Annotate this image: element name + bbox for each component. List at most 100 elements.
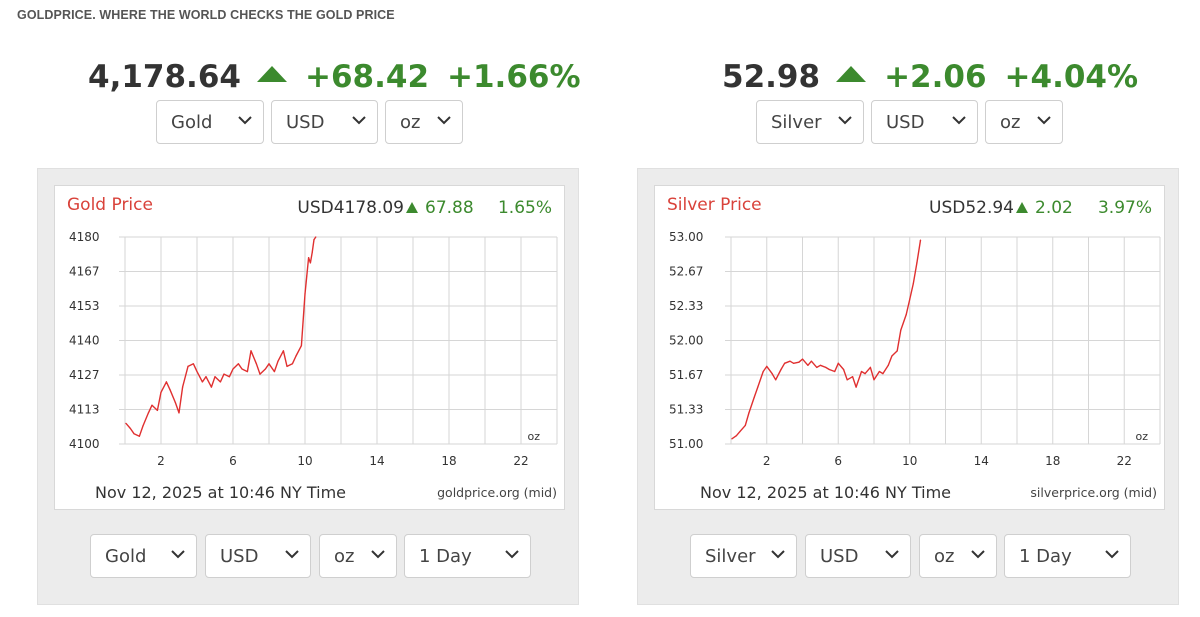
- data-point: [241, 368, 243, 370]
- data-point: [744, 424, 746, 426]
- data-point: [273, 370, 275, 373]
- x-tick-label: 14: [974, 454, 989, 468]
- data-point: [160, 391, 162, 393]
- data-point: [855, 386, 857, 388]
- y-tick-label: 4153: [69, 299, 100, 313]
- y-tick-label: 4140: [69, 334, 100, 348]
- chart-title: Gold Price: [67, 195, 153, 215]
- gold-spot-price: 4,178.64: [88, 59, 241, 95]
- data-point: [142, 425, 144, 427]
- data-point: [869, 366, 872, 369]
- data-point: [753, 396, 755, 399]
- price-line: [125, 236, 317, 437]
- data-point: [237, 363, 239, 365]
- x-tick-label: 22: [1117, 454, 1132, 468]
- gold-up-arrow-icon: [256, 66, 287, 82]
- chevron-down-icon: [771, 550, 785, 559]
- gold-chart-currency-select[interactable]: USD: [205, 534, 311, 578]
- y-tick-label: 4167: [69, 265, 100, 279]
- silver-chart-unit-select[interactable]: oz: [919, 534, 997, 578]
- unit-label: oz: [1135, 430, 1148, 443]
- x-tick-label: 14: [369, 454, 384, 468]
- gold-chart-range-select[interactable]: 1 Day: [404, 534, 531, 578]
- gold-metal-select[interactable]: Gold: [156, 100, 264, 144]
- select-value: Gold: [171, 111, 213, 133]
- data-point: [775, 379, 777, 381]
- data-point: [909, 298, 911, 300]
- data-point: [129, 427, 131, 430]
- data-point: [860, 370, 863, 373]
- data-point: [205, 376, 207, 378]
- silver-chart-metal-select[interactable]: Silver: [690, 534, 797, 578]
- y-tick-label: 4127: [69, 368, 100, 382]
- data-point: [873, 379, 875, 381]
- chart-quote: USD52.94: [929, 198, 1014, 218]
- chevron-down-icon: [1105, 550, 1119, 559]
- gold-currency-select[interactable]: USD: [271, 100, 378, 144]
- data-point: [232, 368, 234, 370]
- select-value: Gold: [105, 545, 147, 567]
- gold-unit-select[interactable]: oz: [385, 100, 463, 144]
- x-tick-label: 18: [1045, 454, 1060, 468]
- data-point: [792, 362, 795, 364]
- chart-change: 67.88: [425, 198, 474, 218]
- gold-chart-metal-select[interactable]: Gold: [90, 534, 197, 578]
- data-point: [268, 363, 270, 365]
- data-point: [223, 373, 225, 375]
- data-point: [798, 361, 800, 363]
- select-value: Silver: [705, 545, 756, 567]
- data-point: [846, 379, 848, 381]
- data-point: [169, 389, 171, 391]
- chart-change: 2.02: [1035, 198, 1073, 218]
- data-point: [250, 350, 252, 352]
- gold-panel: 4,178.64 +68.42 +1.66% Gold USD oz Gold …: [37, 55, 581, 605]
- data-point: [295, 355, 297, 357]
- silver-chart-container: Silver Price USD52.94 2.02 3.97% 51.00 51…: [637, 168, 1179, 605]
- select-value: USD: [820, 545, 859, 567]
- gold-headline: 4,178.64 +68.42 +1.66%: [88, 55, 581, 99]
- x-tick-label: 6: [229, 454, 237, 468]
- chevron-down-icon: [371, 550, 385, 559]
- gold-change: +68.42: [304, 59, 430, 95]
- silver-currency-select[interactable]: USD: [871, 100, 978, 144]
- data-point: [228, 376, 230, 378]
- price-line: [731, 239, 922, 440]
- silver-percent-change: +4.04%: [1004, 59, 1139, 95]
- data-point: [313, 238, 315, 241]
- y-tick-label: 52.67: [669, 265, 703, 279]
- x-tick-label: 2: [763, 454, 771, 468]
- silver-up-arrow-icon: [836, 66, 867, 82]
- up-triangle-icon: [1016, 202, 1028, 213]
- data-point: [210, 386, 212, 388]
- data-point: [286, 365, 288, 367]
- silver-unit-select[interactable]: oz: [985, 100, 1063, 144]
- select-value: USD: [220, 545, 259, 567]
- data-point: [780, 368, 782, 371]
- select-value: oz: [334, 545, 355, 567]
- select-value: oz: [1000, 111, 1021, 133]
- data-point: [825, 366, 827, 369]
- silver-chart-range-select[interactable]: 1 Day: [1004, 534, 1131, 578]
- chevron-down-icon: [352, 116, 366, 125]
- gold-percent-change: +1.66%: [447, 59, 581, 95]
- data-point: [905, 314, 907, 316]
- data-point: [739, 430, 741, 433]
- silver-axes: 51.00 51.33 51.67 52.00 52.33 52.67 53.00 2 6 10 1…: [669, 230, 1161, 468]
- silver-metal-select[interactable]: Silver: [756, 100, 864, 144]
- x-tick-label: 2: [157, 454, 165, 468]
- chevron-down-icon: [952, 116, 966, 125]
- data-point: [807, 364, 809, 366]
- x-tick-label: 10: [902, 454, 917, 468]
- data-point: [762, 370, 764, 373]
- silver-chart-currency-select[interactable]: USD: [805, 534, 911, 578]
- chevron-down-icon: [1037, 116, 1051, 125]
- select-value: Silver: [771, 111, 822, 133]
- data-point: [828, 368, 830, 371]
- data-point: [771, 373, 773, 375]
- data-point: [255, 363, 257, 365]
- data-point: [214, 376, 216, 378]
- silver-panel: 52.98 +2.06 +4.04% Silver USD oz Silver …: [600, 0, 1200, 617]
- data-point: [182, 386, 184, 388]
- data-point: [219, 381, 221, 383]
- gold-chart-unit-select[interactable]: oz: [319, 534, 397, 578]
